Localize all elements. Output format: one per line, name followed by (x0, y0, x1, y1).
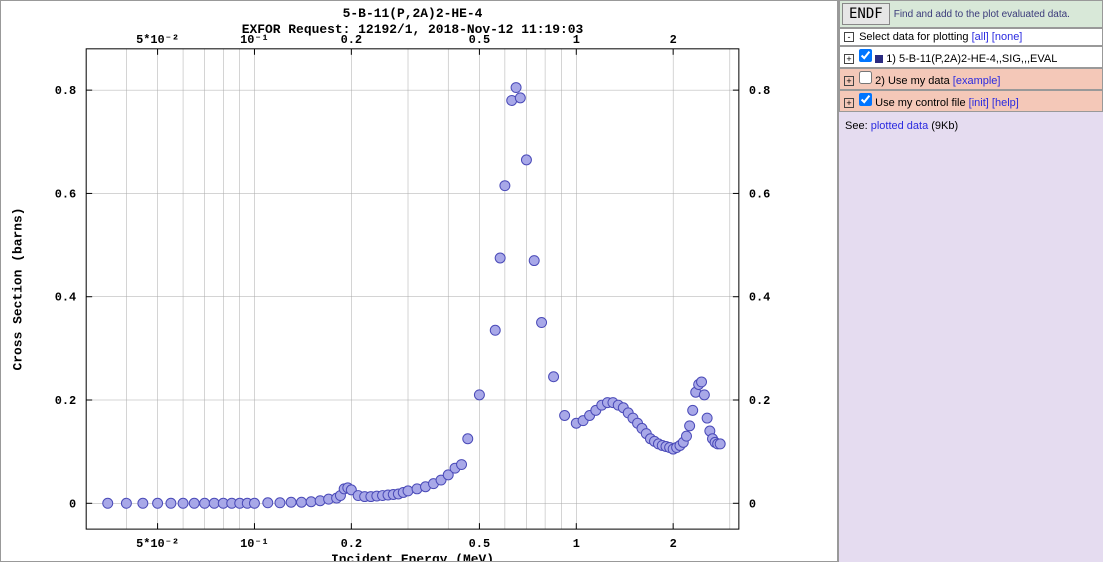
series-color-icon (875, 55, 883, 63)
svg-text:0.4: 0.4 (55, 291, 76, 305)
control-file-row: + Use my control file [init] [help] (839, 90, 1103, 112)
svg-text:Incident Energy (MeV): Incident Energy (MeV) (331, 552, 494, 561)
see-label: See: (845, 120, 868, 132)
svg-text:0.2: 0.2 (341, 33, 363, 47)
example-link[interactable]: [example] (953, 75, 1001, 87)
item1-label: 1) 5-B-11(P,2A)2-HE-4,,SIG,,,EVAL (886, 53, 1057, 65)
see-row: See: plotted data (9Kb) (839, 112, 1103, 140)
select-none-link[interactable]: [none] (992, 31, 1023, 43)
endf-row: ENDF Find and add to the plot evaluated … (839, 0, 1103, 28)
svg-text:0.2: 0.2 (341, 537, 363, 551)
expand-icon[interactable]: + (844, 54, 854, 64)
svg-text:0: 0 (749, 497, 756, 511)
collapse-icon[interactable]: - (844, 32, 854, 42)
svg-text:0.6: 0.6 (55, 187, 76, 201)
svg-text:0.5: 0.5 (469, 537, 491, 551)
svg-text:EXFOR Request: 12192/1, 2018-N: EXFOR Request: 12192/1, 2018-Nov-12 11:1… (242, 22, 584, 37)
endf-description: Find and add to the plot evaluated data. (890, 9, 1074, 20)
item3-checkbox[interactable] (859, 93, 872, 106)
use-my-data-row: + 2) Use my data [example] (839, 68, 1103, 90)
plotted-size: (9Kb) (931, 120, 958, 132)
sidebar: ENDF Find and add to the plot evaluated … (838, 0, 1103, 562)
svg-text:0.6: 0.6 (749, 187, 771, 201)
svg-text:1: 1 (573, 33, 580, 47)
svg-text:0.8: 0.8 (55, 84, 76, 98)
svg-text:10⁻¹: 10⁻¹ (240, 537, 269, 551)
chart-panel: 5-B-11(P,2A)2-HE-4EXFOR Request: 12192/1… (0, 0, 838, 562)
data-item-1: + 1) 5-B-11(P,2A)2-HE-4,,SIG,,,EVAL (839, 46, 1103, 68)
svg-text:Cross Section (barns): Cross Section (barns) (10, 207, 25, 370)
cross-section-chart: 5-B-11(P,2A)2-HE-4EXFOR Request: 12192/1… (1, 1, 837, 561)
expand-icon[interactable]: + (844, 76, 854, 86)
svg-text:0.5: 0.5 (469, 33, 491, 47)
init-link[interactable]: [init] (969, 97, 989, 109)
svg-text:0.2: 0.2 (55, 394, 76, 408)
select-label: Select data for plotting (859, 31, 968, 43)
svg-text:2: 2 (670, 33, 677, 47)
select-row: - Select data for plotting [all] [none] (839, 28, 1103, 46)
expand-icon[interactable]: + (844, 98, 854, 108)
svg-text:0.8: 0.8 (749, 84, 771, 98)
svg-text:10⁻¹: 10⁻¹ (240, 33, 269, 47)
svg-text:5*10⁻²: 5*10⁻² (136, 537, 179, 551)
item2-label: 2) Use my data (875, 75, 950, 87)
svg-text:0.4: 0.4 (749, 291, 771, 305)
svg-text:0.2: 0.2 (749, 394, 771, 408)
svg-text:1: 1 (573, 537, 580, 551)
help-link[interactable]: [help] (992, 97, 1019, 109)
svg-text:5*10⁻²: 5*10⁻² (136, 33, 179, 47)
select-all-link[interactable]: [all] (972, 31, 989, 43)
svg-text:0: 0 (69, 497, 76, 511)
svg-text:2: 2 (670, 537, 677, 551)
item3-label: Use my control file (875, 97, 965, 109)
plotted-data-link[interactable]: plotted data (871, 120, 929, 132)
item1-checkbox[interactable] (859, 49, 872, 62)
item2-checkbox[interactable] (859, 71, 872, 84)
svg-text:5-B-11(P,2A)2-HE-4: 5-B-11(P,2A)2-HE-4 (343, 6, 483, 21)
endf-button[interactable]: ENDF (842, 3, 890, 25)
